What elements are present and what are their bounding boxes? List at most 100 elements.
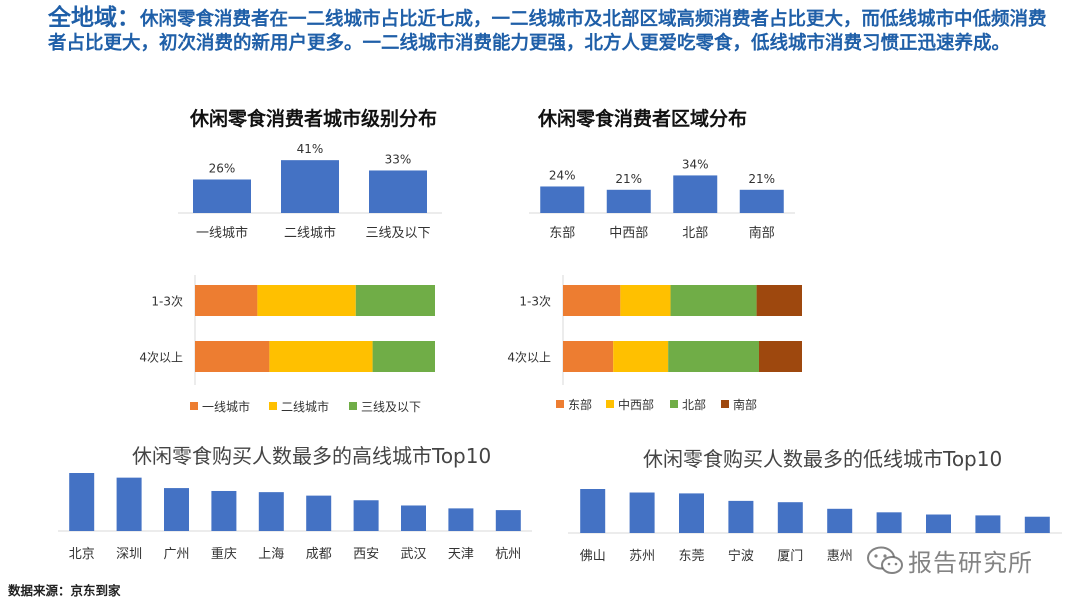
frequency-region-row-label: 4次以上: [507, 351, 551, 365]
frequency-region-legend-swatch: [556, 400, 564, 408]
frequency-city-legend-label: 一线城市: [202, 399, 250, 414]
top10-high-category-label: 重庆: [211, 546, 237, 562]
top10-high-category-label: 成都: [306, 547, 332, 562]
top10-low-bar: [629, 492, 655, 533]
top10-high-bar: [353, 500, 379, 531]
frequency-region-segment: [563, 341, 614, 372]
region-category-label: 中西部: [609, 226, 648, 241]
frequency-region-segment: [756, 285, 802, 316]
frequency-city-segment: [195, 341, 270, 372]
top10-high-category-label: 深圳: [116, 547, 142, 562]
top10-high-category-label: 北京: [69, 547, 95, 562]
top10-low-bar: [926, 514, 951, 533]
top10-high-bar: [401, 505, 426, 531]
city-level-bar: [281, 160, 339, 213]
top10-high-bar: [116, 477, 142, 531]
top10-low-bar: [679, 493, 704, 533]
chart-title-city-level: 休闲零食消费者城市级别分布: [190, 108, 438, 130]
top10-high-category-label: 广州: [163, 547, 189, 562]
region-bar: [540, 186, 585, 213]
frequency-region-row-label: 1-3次: [519, 295, 551, 309]
top10-low-bar: [975, 515, 1001, 533]
city-level-category-label: 二线城市: [284, 225, 336, 241]
top10-low-bar: [580, 489, 606, 533]
frequency-region-segment: [620, 285, 671, 316]
frequency-region-segment: [668, 341, 759, 372]
top10-high-bar: [448, 508, 474, 531]
headline-lead: 全地域：: [48, 5, 140, 31]
headline-body: 休闲零食消费者在一二线城市占比近七成，一二线城市及北部区域高频消费者占比更大，而…: [48, 9, 1047, 54]
frequency-city-segment: [372, 341, 435, 372]
top10-high-bar: [306, 495, 332, 531]
frequency-region-legend-swatch: [606, 400, 614, 408]
frequency-region-legend-label: 北部: [682, 397, 706, 412]
region-category-label: 北部: [682, 226, 708, 241]
frequency-city-segment: [257, 285, 356, 316]
top10-low-category-label: 东莞: [678, 549, 704, 564]
frequency-region-segment: [613, 341, 669, 372]
top10-high-bar: [164, 488, 189, 531]
frequency-city-legend-label: 二线城市: [281, 399, 329, 414]
watermark-text: 报告研究所: [908, 549, 1033, 577]
top10-low-bar: [777, 502, 803, 533]
frequency-region-legend-label: 南部: [733, 397, 757, 412]
region-value-label: 24%: [549, 168, 576, 182]
top10-high-bar: [69, 473, 95, 531]
city-level-bar: [193, 179, 251, 213]
frequency-region-segment: [670, 285, 757, 316]
top10-high-bar: [211, 490, 237, 531]
region-category-label: 东部: [549, 226, 575, 241]
chart-title-top10-low: 休闲零食购买人数最多的低线城市Top10: [643, 447, 1003, 471]
frequency-city-row-label: 1-3次: [151, 295, 183, 309]
city-level-value-label: 26%: [209, 161, 236, 175]
frequency-city-legend-swatch: [269, 402, 277, 410]
frequency-region-legend-swatch: [670, 400, 678, 408]
top10-high-category-label: 上海: [258, 547, 284, 562]
region-value-label: 21%: [748, 172, 775, 186]
chart-title-region: 休闲零食消费者区域分布: [538, 108, 748, 130]
top10-low-bar: [827, 508, 853, 533]
city-level-value-label: 41%: [297, 142, 324, 156]
city-level-category-label: 一线城市: [196, 225, 248, 241]
city-level-category-label: 三线及以下: [365, 226, 430, 241]
region-bar: [673, 175, 718, 213]
frequency-region-segment: [758, 341, 802, 372]
headline: 全地域：休闲零食消费者在一二线城市占比近七成，一二线城市及北部区域高频消费者占比…: [48, 6, 1048, 56]
top10-low-category-label: 惠州: [827, 549, 853, 564]
frequency-city-legend-swatch: [190, 402, 198, 410]
top10-high-category-label: 武汉: [400, 547, 426, 562]
frequency-city-segment: [195, 285, 258, 316]
frequency-city-row-label: 4次以上: [139, 351, 183, 365]
frequency-city-legend-label: 三线及以下: [361, 400, 421, 414]
top10-low-bar: [1024, 516, 1050, 533]
frequency-region-legend-label: 中西部: [618, 397, 654, 412]
region-value-label: 21%: [615, 172, 642, 186]
frequency-region-legend-swatch: [721, 400, 729, 408]
frequency-city-segment: [269, 341, 373, 372]
top10-high-category-label: 西安: [353, 547, 379, 562]
region-category-label: 南部: [749, 225, 775, 241]
region-bar: [606, 189, 651, 213]
wechat-icon: [867, 546, 903, 574]
top10-low-category-label: 宁波: [728, 548, 754, 564]
chart-title-top10-high: 休闲零食购买人数最多的高线城市Top10: [132, 444, 492, 468]
data-source: 数据来源：京东到家: [8, 583, 121, 598]
top10-low-category-label: 厦门: [777, 549, 803, 564]
frequency-region-legend-label: 东部: [568, 397, 592, 412]
frequency-city-segment: [355, 285, 435, 316]
top10-low-category-label: 佛山: [580, 549, 606, 564]
top10-low-category-label: 苏州: [629, 548, 655, 564]
city-level-value-label: 33%: [385, 152, 412, 166]
top10-low-bar: [876, 512, 902, 533]
top10-high-category-label: 杭州: [495, 547, 521, 562]
frequency-region-segment: [563, 285, 621, 316]
frequency-city-legend-swatch: [349, 402, 357, 410]
top10-high-bar: [495, 510, 521, 531]
top10-high-category-label: 天津: [448, 547, 474, 562]
top10-high-bar: [258, 492, 284, 531]
region-value-label: 34%: [682, 157, 709, 171]
region-bar: [739, 189, 784, 213]
top10-low-bar: [728, 500, 754, 533]
city-level-bar: [369, 170, 427, 213]
